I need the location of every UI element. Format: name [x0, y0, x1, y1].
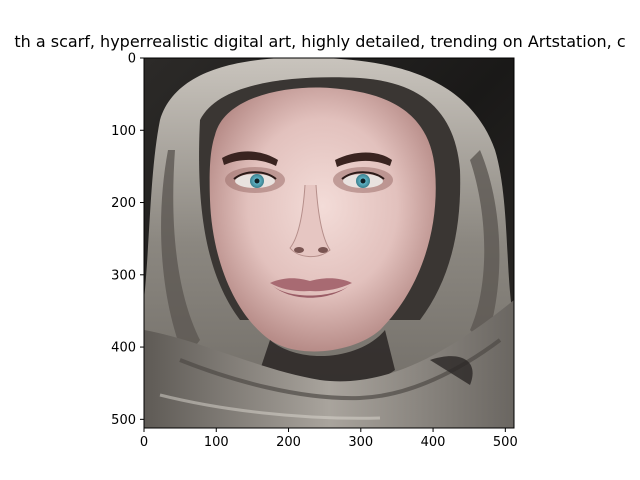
right-brow [335, 152, 392, 167]
face [209, 87, 436, 352]
right-eyelid [341, 171, 385, 180]
nose [289, 184, 331, 257]
y-tick-label: 0 [128, 52, 136, 67]
scarf-wrap [144, 300, 514, 428]
lower-lip [272, 285, 350, 298]
y-tick-label: 200 [111, 196, 136, 211]
left-brow [222, 151, 278, 166]
y-tick-label: 100 [111, 124, 136, 139]
portrait-image [144, 58, 514, 428]
y-tick-label: 500 [111, 413, 136, 428]
right-nostril [318, 247, 328, 253]
figure-title: th a scarf, hyperrealistic digital art, … [0, 32, 640, 54]
axes-frame [143, 57, 515, 429]
left-eyelid [233, 171, 277, 180]
scarf-fold-left [161, 150, 200, 360]
scarf-dark-fold [430, 356, 473, 385]
x-tick-label: 300 [348, 435, 373, 450]
left-nostril [294, 247, 304, 253]
left-pupil [254, 178, 260, 184]
y-axis: 0 100 200 300 400 500 [111, 52, 144, 428]
scarf-fold-right [470, 150, 500, 345]
x-tick-label: 100 [204, 435, 229, 450]
x-tick-label: 200 [276, 435, 301, 450]
x-axis: 0 100 200 300 400 500 [140, 428, 518, 450]
scarf-highlight [159, 393, 381, 420]
x-tick-label: 400 [421, 435, 446, 450]
x-tick-label: 500 [493, 435, 518, 450]
x-tick-label: 0 [140, 435, 148, 450]
neck-shadow [260, 330, 395, 389]
y-tick-label: 300 [111, 268, 136, 283]
right-pupil [360, 178, 366, 184]
y-tick-label: 400 [111, 341, 136, 356]
upper-lip [270, 278, 352, 292]
figure-title-text: th a scarf, hyperrealistic digital art, … [14, 32, 626, 51]
